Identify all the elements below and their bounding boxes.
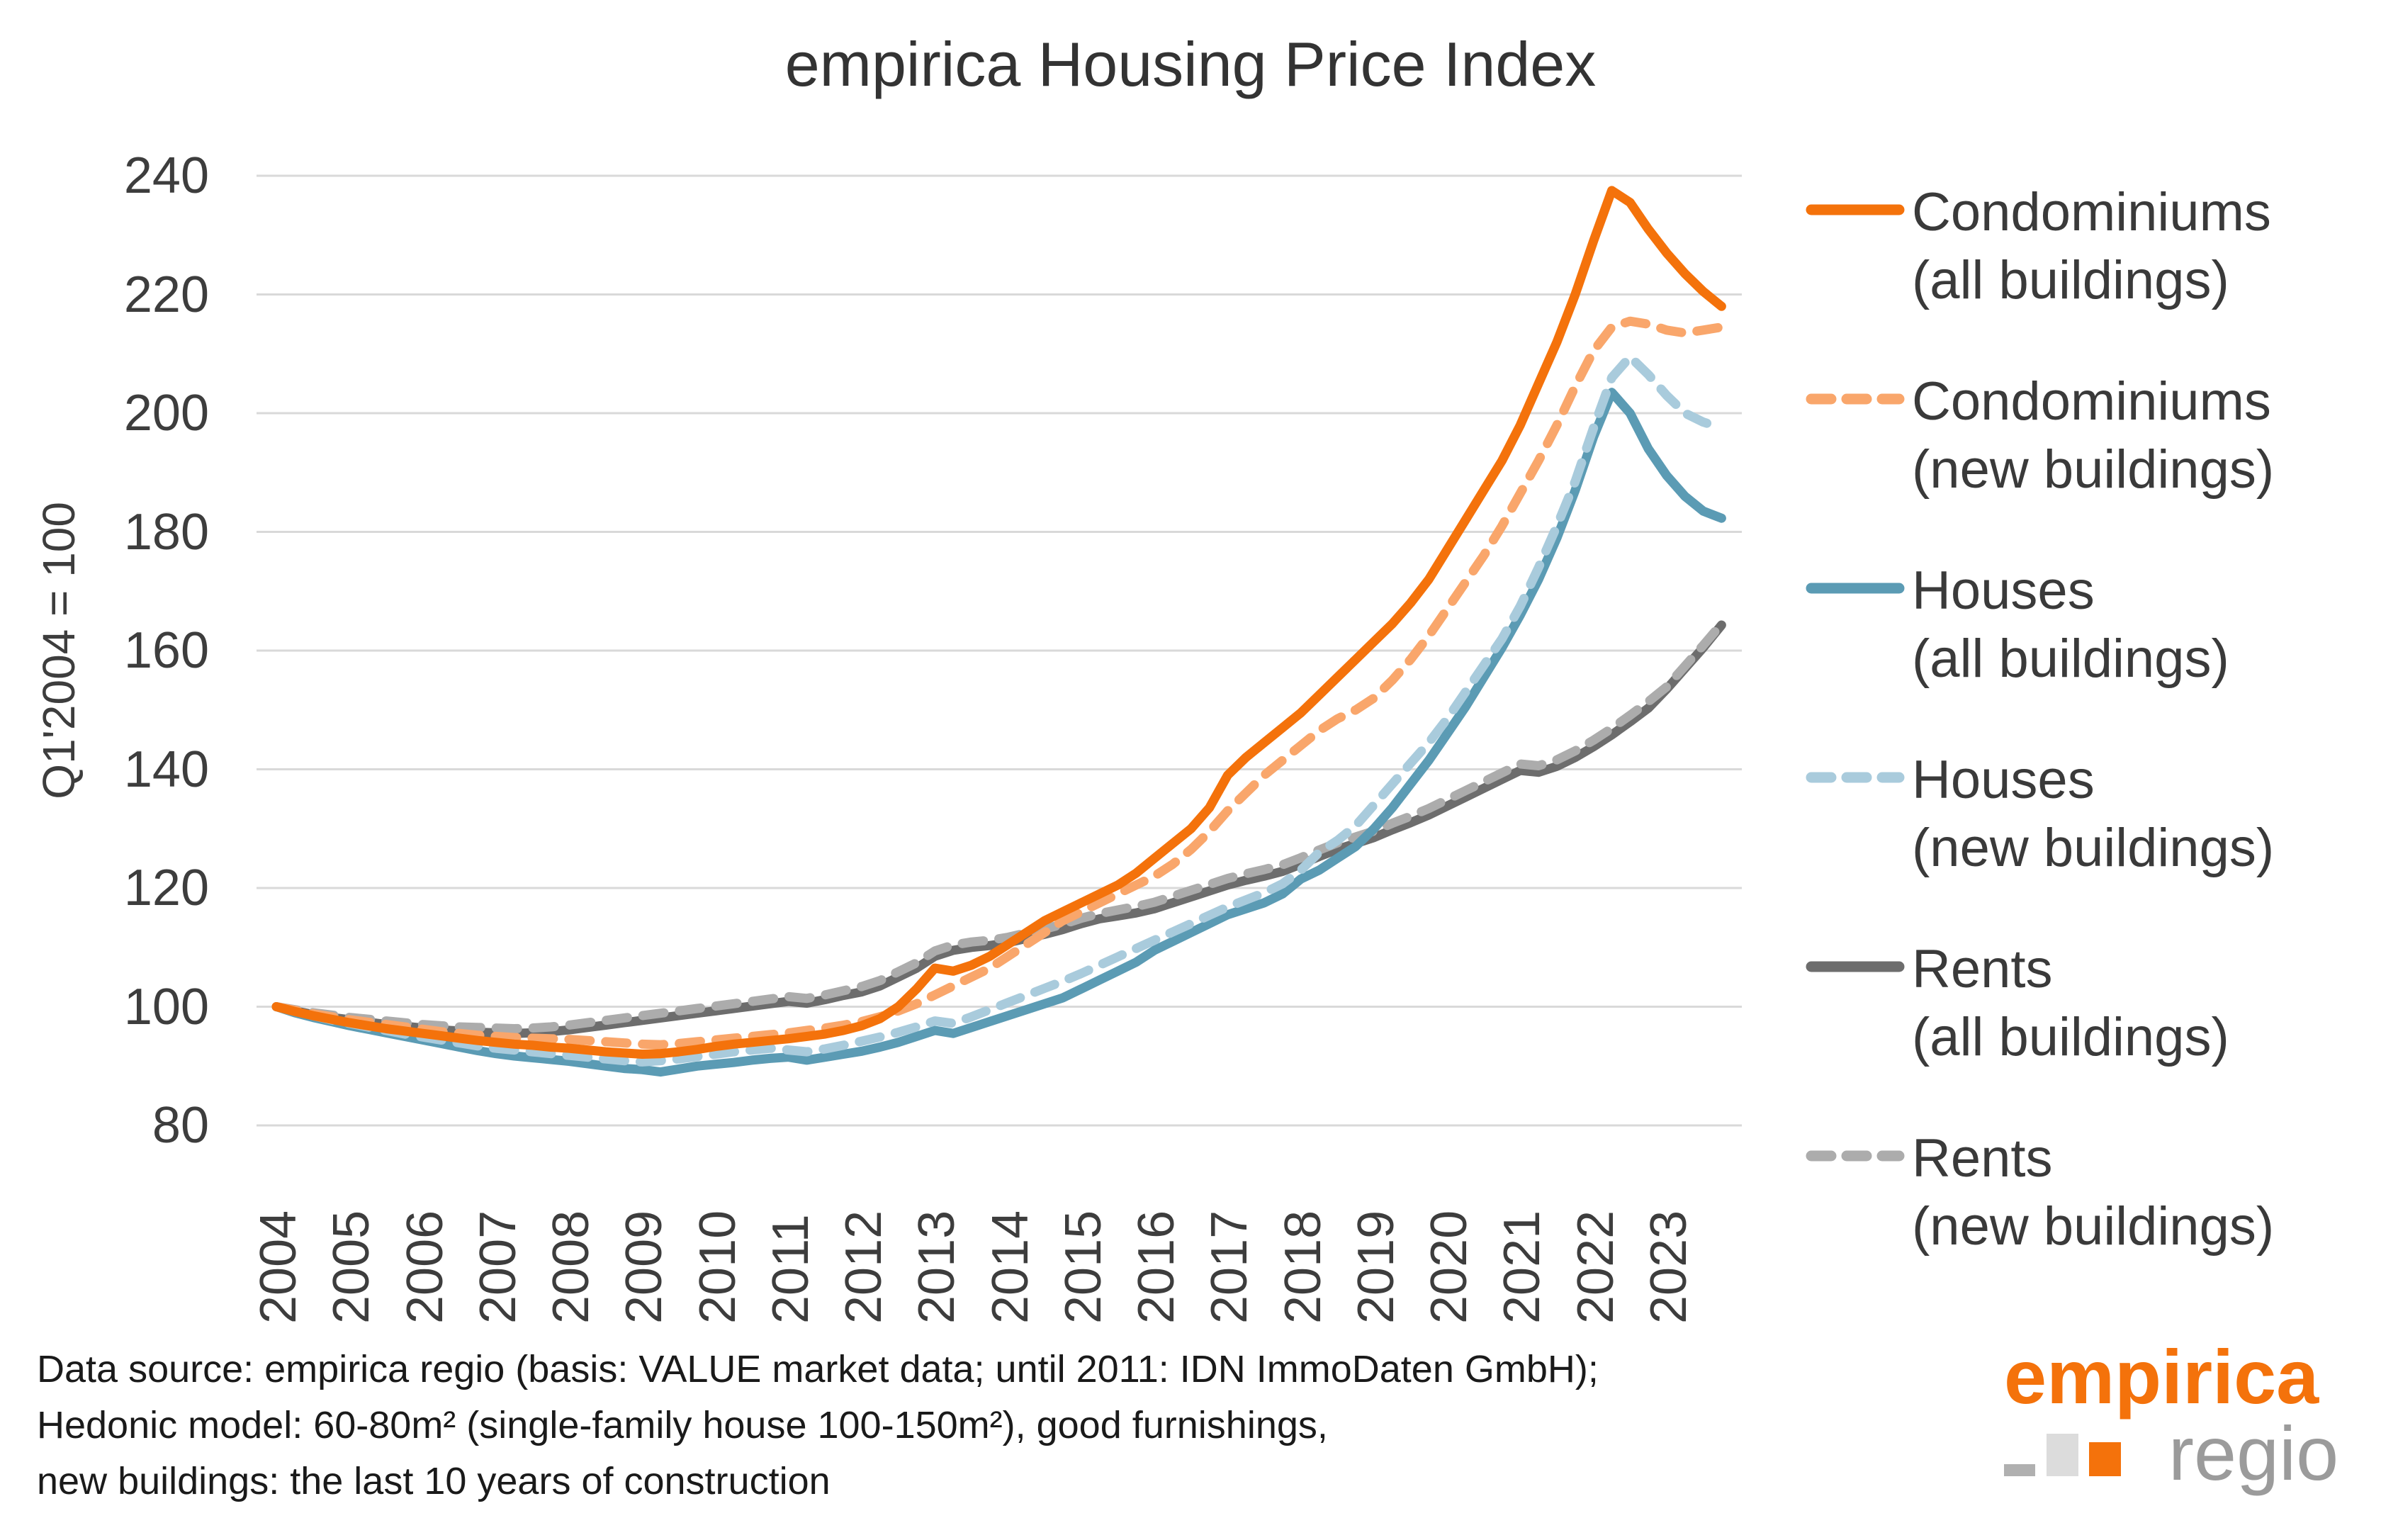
y-tick-label-180: 180 — [123, 503, 209, 561]
empirica-regio-logo: empirica regio — [2004, 1334, 2372, 1493]
x-tick-label-2009: 2009 — [616, 1210, 673, 1324]
legend-entry-houses-new: Houses (new buildings) — [1806, 746, 2274, 882]
legend-line-sample-dashed-light-orange — [1806, 393, 1905, 405]
x-tick-label-2004: 2004 — [250, 1210, 307, 1324]
legend-sublabel: (new buildings) — [1912, 439, 2275, 500]
logo-brand-text: empirica — [2004, 1334, 2319, 1420]
y-tick-label-200: 200 — [123, 385, 209, 442]
source-line-3: new buildings: the last 10 years of cons… — [37, 1460, 831, 1502]
source-line-1: Data source: empirica regio (basis: VALU… — [37, 1348, 1599, 1390]
x-tick-label-2011: 2011 — [762, 1214, 819, 1324]
legend-line-sample-dashed-light-blue — [1806, 772, 1905, 783]
x-tick-label-2020: 2020 — [1421, 1210, 1478, 1324]
logo-bar-icon-tall — [2047, 1434, 2078, 1476]
x-tick-label-2014: 2014 — [981, 1210, 1039, 1324]
series-line-rents_new — [271, 619, 1726, 1033]
y-tick-label-160: 160 — [123, 622, 209, 679]
legend-entry-condominiums-new: Condominiums (new buildings) — [1806, 368, 2274, 504]
source-line-2: Hedonic model: 60-80m² (single-family ho… — [37, 1404, 1328, 1446]
logo-bar-icon-orange — [2089, 1442, 2121, 1476]
legend-line-sample-solid-gray — [1806, 961, 1905, 972]
x-tick-label-2022: 2022 — [1567, 1210, 1624, 1324]
legend-label: Houses — [1912, 561, 2095, 621]
page-title: empirica Housing Price Index — [784, 29, 1597, 99]
x-tick-label-2019: 2019 — [1347, 1210, 1405, 1324]
legend-entry-condominiums-all: Condominiums (all buildings) — [1806, 179, 2271, 315]
legend-sublabel: (all buildings) — [1912, 1007, 2229, 1067]
y-tick-label-100: 100 — [123, 978, 209, 1035]
legend-label: Rents — [1912, 939, 2053, 999]
x-tick-label-2012: 2012 — [835, 1210, 893, 1324]
legend-label: Condominiums — [1912, 371, 2271, 432]
legend-label: Condominiums — [1912, 182, 2271, 242]
logo-sub-text: regio — [2168, 1410, 2339, 1496]
x-tick-label-2010: 2010 — [689, 1210, 746, 1324]
legend-line-sample-dashed-gray — [1806, 1150, 1905, 1162]
x-tick-label-2021: 2021 — [1494, 1210, 1551, 1324]
x-tick-label-2015: 2015 — [1054, 1210, 1112, 1324]
legend-entry-rents-new: Rents (new buildings) — [1806, 1125, 2274, 1261]
series-line-condo_new — [271, 316, 1726, 1050]
logo-bar-icon-small — [2004, 1464, 2035, 1476]
y-tick-label-220: 220 — [123, 266, 209, 323]
series-line-condo_all — [271, 186, 1726, 1059]
legend-entry-rents-all: Rents (all buildings) — [1806, 935, 2229, 1072]
legend-label: Rents — [1912, 1128, 2053, 1188]
legend-sublabel: (new buildings) — [1912, 818, 2275, 878]
y-tick-label-240: 240 — [123, 147, 209, 204]
legend-line-sample-solid-orange — [1806, 204, 1905, 215]
series-line-houses_new — [271, 352, 1726, 1067]
legend-line-sample-solid-blue — [1806, 583, 1905, 594]
legend-sublabel: (new buildings) — [1912, 1196, 2275, 1257]
x-tick-label-2007: 2007 — [469, 1210, 527, 1324]
legend-sublabel: (all buildings) — [1912, 629, 2229, 689]
x-tick-label-2006: 2006 — [396, 1210, 454, 1324]
legend-sublabel: (all buildings) — [1912, 250, 2229, 310]
series-line-rents_all — [271, 620, 1726, 1038]
x-tick-label-2005: 2005 — [323, 1210, 381, 1324]
y-tick-label-80: 80 — [152, 1097, 209, 1154]
legend-entry-houses-all: Houses (all buildings) — [1806, 557, 2229, 693]
data-source-note: Data source: empirica regio (basis: VALU… — [37, 1342, 1599, 1510]
legend-label: Houses — [1912, 750, 2095, 810]
series-line-houses_all — [271, 388, 1726, 1077]
y-tick-label-140: 140 — [123, 741, 209, 798]
x-tick-label-2017: 2017 — [1201, 1210, 1259, 1324]
x-tick-label-2016: 2016 — [1128, 1210, 1186, 1324]
x-tick-label-2018: 2018 — [1274, 1210, 1332, 1324]
y-tick-label-120: 120 — [123, 860, 209, 916]
x-tick-label-2023: 2023 — [1640, 1210, 1697, 1324]
x-tick-label-2008: 2008 — [543, 1210, 600, 1324]
x-tick-label-2013: 2013 — [908, 1210, 966, 1324]
